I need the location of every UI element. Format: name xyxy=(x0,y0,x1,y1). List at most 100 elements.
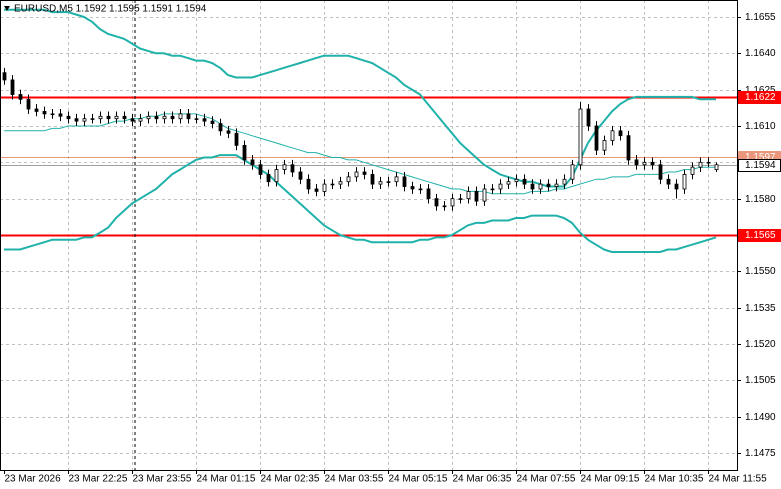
candle-body xyxy=(154,115,159,120)
candle-body xyxy=(562,178,567,185)
candle-body xyxy=(266,174,271,183)
candle-body xyxy=(210,120,215,124)
x-tick-label: 24 Mar 11:55 xyxy=(709,474,768,485)
candle-body xyxy=(138,118,143,122)
candle-body xyxy=(474,190,479,202)
x-tick-label: 24 Mar 03:55 xyxy=(325,474,384,485)
candle-body xyxy=(458,198,463,200)
price-tags-layer: 1.1622 1.1597 1.1565 1.1594 xyxy=(738,91,781,242)
y-tick-label: 1.1535 xyxy=(745,303,776,314)
candle-body xyxy=(202,118,207,122)
candle-body xyxy=(514,178,519,183)
candle-body xyxy=(290,164,295,173)
candle-body xyxy=(682,174,687,190)
axis-layer: 1.16551.16401.16251.16101.15951.15801.15… xyxy=(4,12,776,485)
candle-body xyxy=(98,115,103,120)
y-tick-label: 1.1550 xyxy=(745,266,776,277)
candle-body xyxy=(74,118,79,122)
candle-body xyxy=(274,169,279,183)
candle-body xyxy=(122,115,127,120)
candle-body xyxy=(410,186,415,190)
candle-body xyxy=(418,188,423,191)
y-tick-label: 1.1505 xyxy=(745,375,776,386)
candle-body xyxy=(146,115,151,120)
candle-body xyxy=(10,79,15,95)
candle-body xyxy=(402,176,407,187)
candle-body xyxy=(482,188,487,202)
candle-body xyxy=(170,115,175,120)
candle-body xyxy=(658,164,663,180)
candle-body xyxy=(594,125,599,151)
candle-body xyxy=(250,159,255,166)
candle-body xyxy=(362,171,367,175)
candle-body xyxy=(194,118,199,120)
candle-body xyxy=(394,176,399,183)
y-tick-label: 1.1640 xyxy=(745,48,776,59)
candle-body xyxy=(330,183,335,186)
candle-body xyxy=(698,161,703,168)
candle-body xyxy=(322,183,327,192)
candle-body xyxy=(554,183,559,187)
candle-body xyxy=(434,198,439,207)
candle-body xyxy=(578,108,583,166)
candle-body xyxy=(106,115,111,120)
candle-body xyxy=(34,108,39,112)
chart-title: EURUSD,M5 1.1592 1.1595 1.1591 1.1594 xyxy=(14,4,207,15)
y-tick-label: 1.1580 xyxy=(745,194,776,205)
level-tag-label: 1.1597 xyxy=(745,152,776,163)
bollinger-band xyxy=(4,113,716,195)
candle-body xyxy=(370,174,375,185)
candle-body xyxy=(714,164,719,170)
y-tick-label: 1.1520 xyxy=(745,339,776,350)
y-tick-label: 1.1610 xyxy=(745,121,776,132)
x-tick-label: 23 Mar 22:25 xyxy=(69,474,128,485)
candle-body xyxy=(242,144,247,161)
candle-body xyxy=(130,118,135,122)
candle-body xyxy=(162,115,167,120)
candle-body xyxy=(706,161,711,164)
x-tick-label: 23 Mar 2026 xyxy=(5,474,62,485)
candle-body xyxy=(634,159,639,166)
candle-body xyxy=(346,176,351,183)
candle-body xyxy=(442,205,447,208)
candle-body xyxy=(426,188,431,200)
candle-body xyxy=(690,166,695,175)
candle-body xyxy=(674,183,679,190)
candle-body xyxy=(498,183,503,190)
candle-body xyxy=(66,115,71,120)
candle-body xyxy=(2,72,7,81)
y-tick-label: 1.1625 xyxy=(745,85,776,96)
candle-body xyxy=(178,113,183,120)
candle-body xyxy=(58,113,63,117)
level-tag xyxy=(738,229,781,242)
y-tick-label: 1.1490 xyxy=(745,412,776,423)
candle-body xyxy=(602,140,607,151)
y-tick-label: 1.1655 xyxy=(745,12,776,23)
x-tick-label: 24 Mar 01:15 xyxy=(197,474,256,485)
candle-body xyxy=(386,181,391,183)
chart-icon xyxy=(4,6,10,11)
candle-body xyxy=(42,111,47,115)
candle-body xyxy=(18,94,23,100)
candle-body xyxy=(626,135,631,161)
candle-body xyxy=(314,188,319,192)
candle-body xyxy=(522,178,527,185)
candle-body xyxy=(114,115,119,120)
candles-layer xyxy=(2,67,719,211)
candle-body xyxy=(450,198,455,207)
candle-body xyxy=(570,164,575,180)
level-tag-label: 1.1565 xyxy=(745,230,776,241)
candle-body xyxy=(306,178,311,190)
candle-body xyxy=(490,188,495,191)
candle-body xyxy=(546,183,551,187)
x-tick-label: 24 Mar 07:55 xyxy=(517,474,576,485)
candle-body xyxy=(82,118,87,122)
x-tick-label: 24 Mar 10:35 xyxy=(645,474,704,485)
candle-body xyxy=(650,161,655,166)
candle-body xyxy=(26,98,31,110)
candle-body xyxy=(298,171,303,180)
candle-body xyxy=(378,181,383,185)
